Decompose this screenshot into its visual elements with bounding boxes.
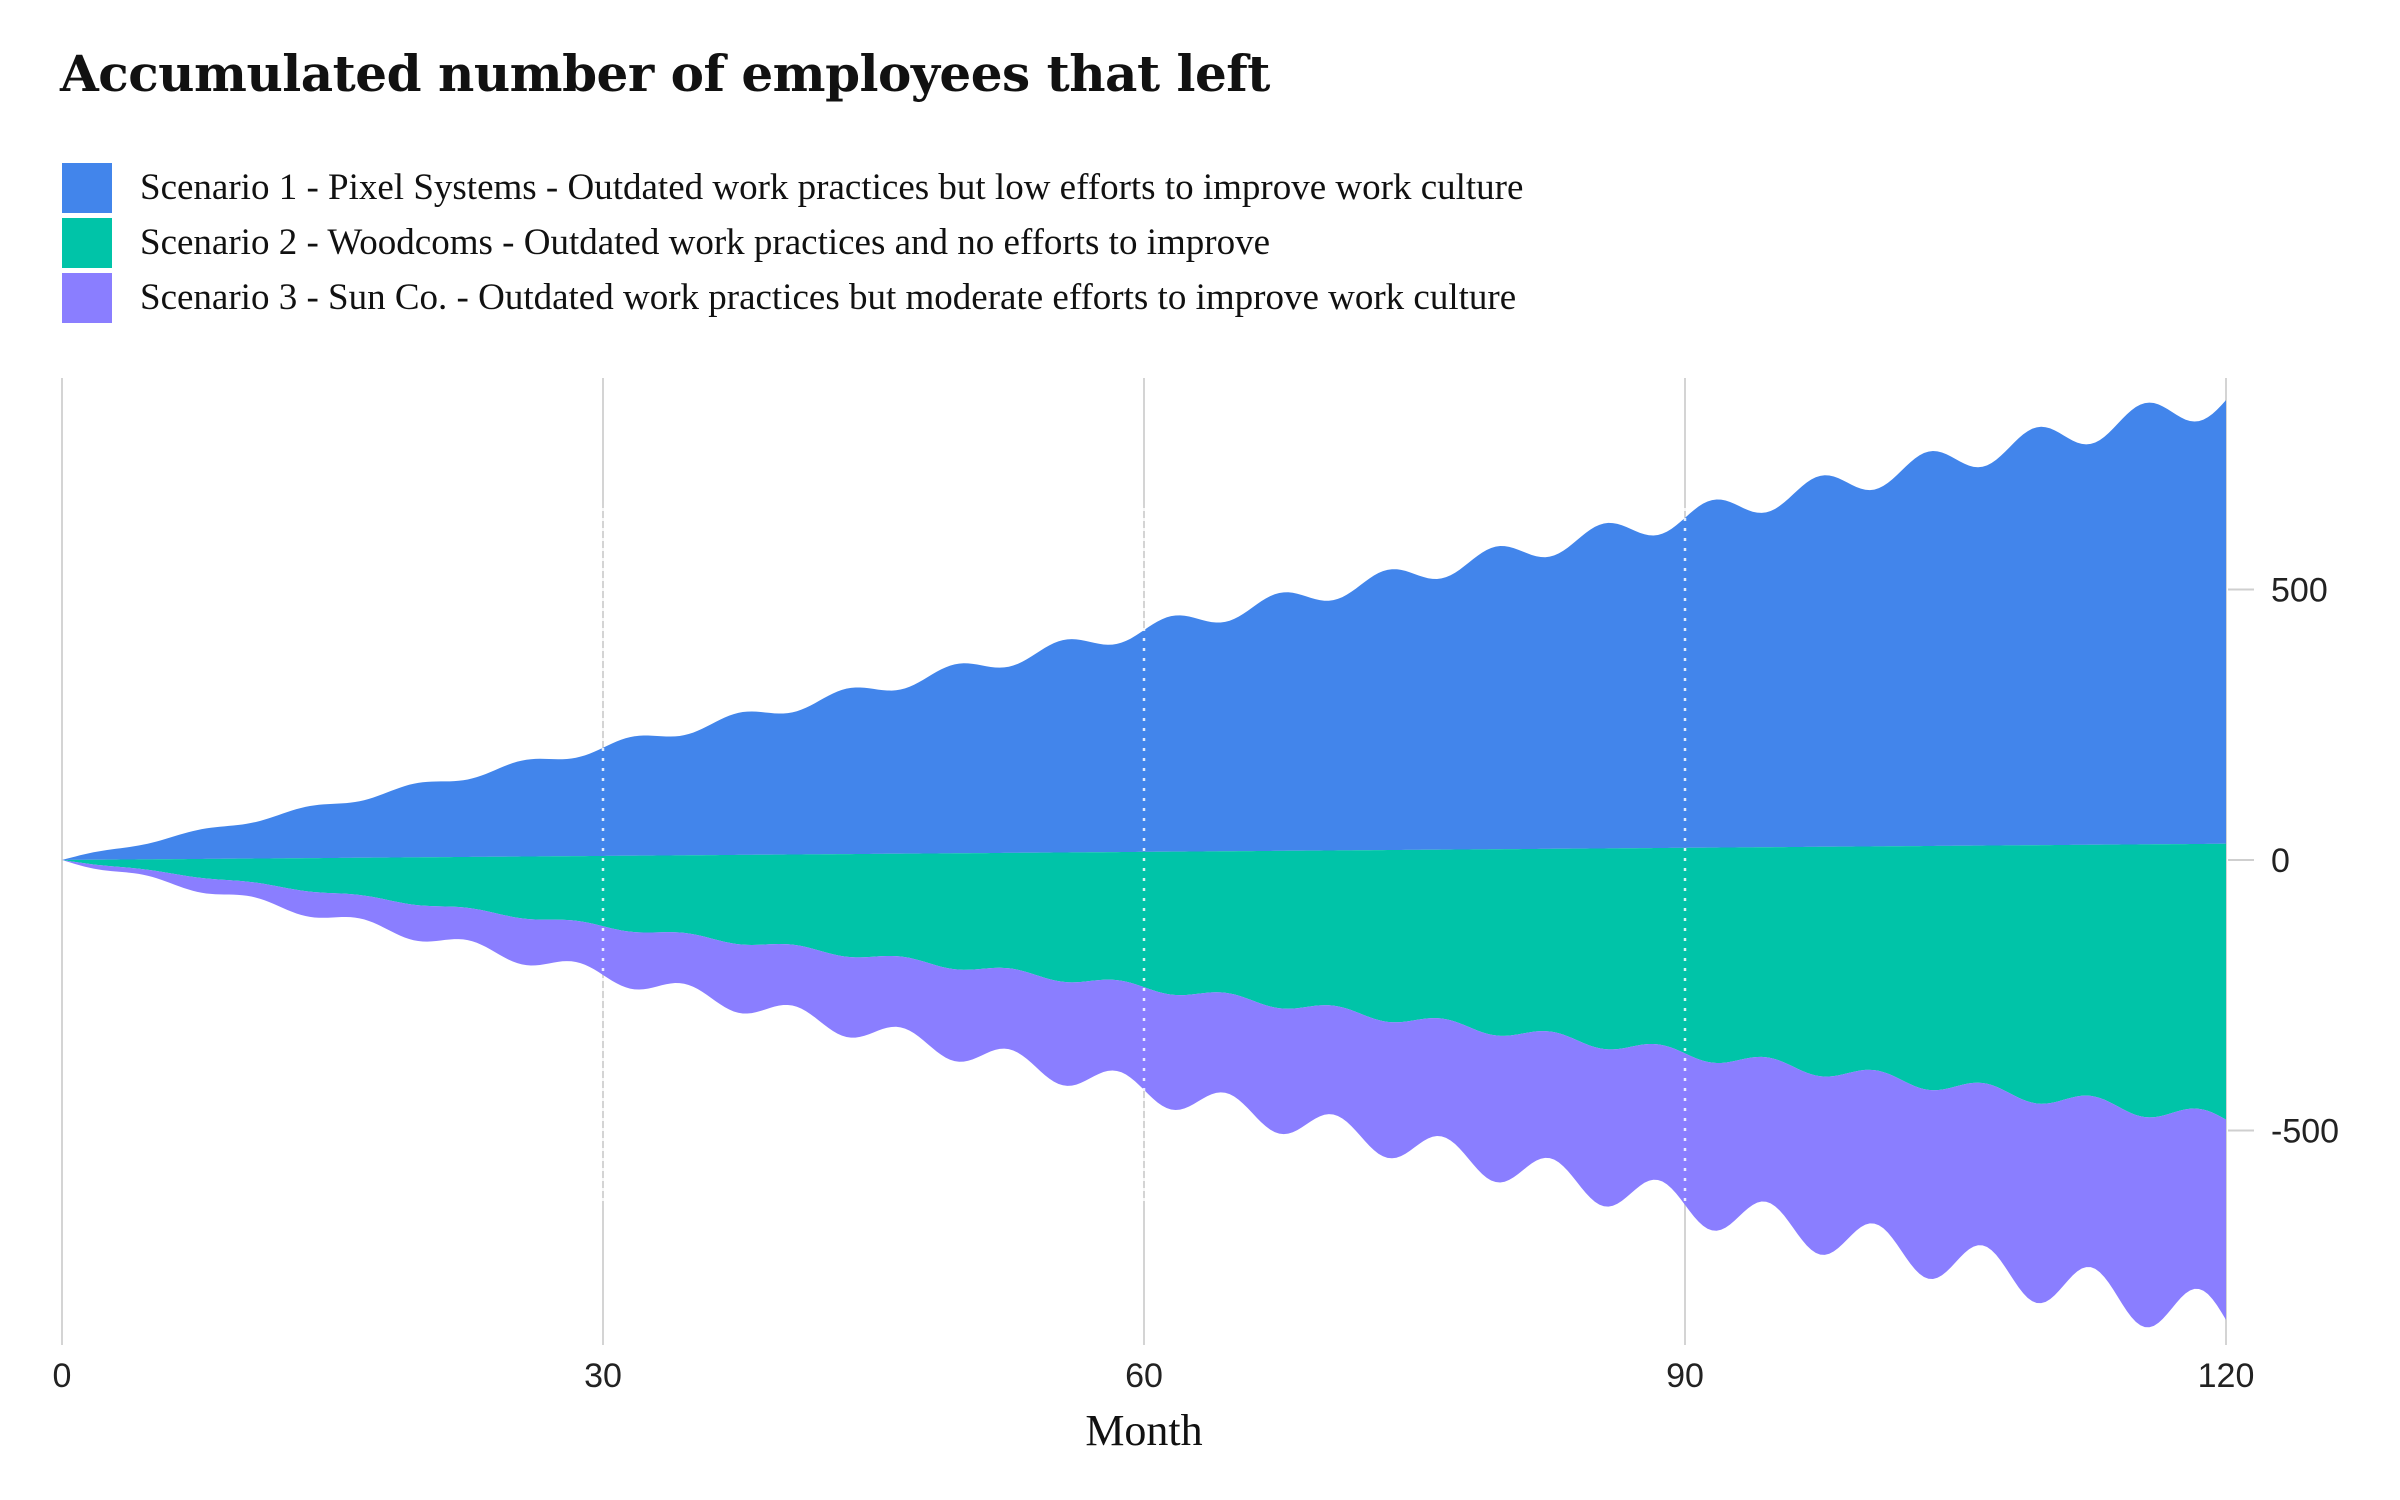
legend-item-scenario-2[interactable]: Scenario 2 - Woodcoms - Outdated work pr…: [62, 215, 1523, 270]
legend-item-scenario-3[interactable]: Scenario 3 - Sun Co. - Outdated work pra…: [62, 270, 1523, 325]
legend: Scenario 1 - Pixel Systems - Outdated wo…: [62, 160, 1523, 325]
grid-overlay-lines: [601, 508, 1687, 1205]
x-tick-label-120: 120: [2198, 1357, 2255, 1395]
axis-ticks: 0 30 60 90 120 500 0 -500: [53, 572, 2340, 1396]
x-tick-label-30: 30: [584, 1357, 622, 1395]
legend-label-scenario-1: Scenario 1 - Pixel Systems - Outdated wo…: [140, 167, 1524, 208]
y-tick-label-500: 500: [2271, 572, 2328, 610]
x-tick-label-90: 90: [1666, 1357, 1704, 1395]
x-tick-label-0: 0: [53, 1357, 72, 1395]
legend-label-scenario-3: Scenario 3 - Sun Co. - Outdated work pra…: [140, 277, 1517, 318]
x-tick-label-60: 60: [1125, 1357, 1163, 1395]
chart-title: Accumulated number of employees that lef…: [60, 44, 1270, 103]
legend-swatch-scenario-2: [62, 217, 112, 268]
legend-label-scenario-2: Scenario 2 - Woodcoms - Outdated work pr…: [140, 222, 1271, 263]
y-tick-label--500: -500: [2271, 1113, 2339, 1151]
legend-item-scenario-1[interactable]: Scenario 1 - Pixel Systems - Outdated wo…: [62, 160, 1523, 215]
x-axis-title: Month: [1085, 1406, 1202, 1455]
legend-swatch-scenario-3: [62, 272, 112, 323]
legend-swatch-scenario-1: [62, 162, 112, 213]
stream-area-scenario-3[interactable]: [62, 860, 2226, 1328]
stream-area-scenario-1[interactable]: [62, 400, 2226, 860]
y-tick-label-0: 0: [2271, 842, 2290, 880]
